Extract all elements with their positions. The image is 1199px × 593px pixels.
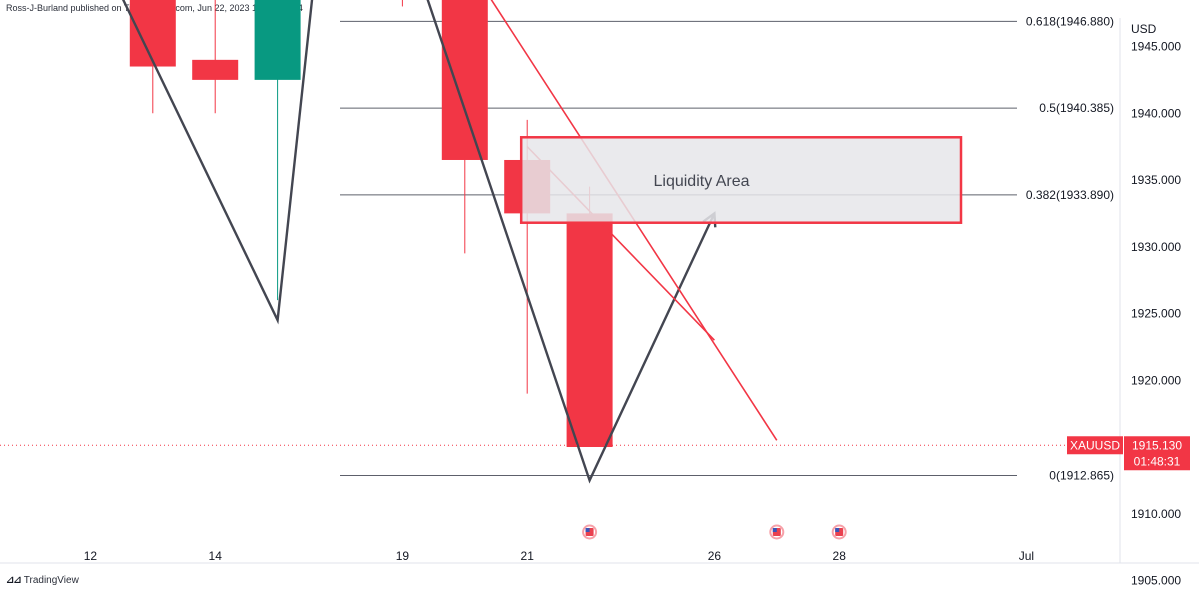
price-tick-label: 1910.000 — [1131, 507, 1181, 521]
fib-level-label: 0.382(1933.890) — [1026, 188, 1114, 202]
bearish-candle — [441, 0, 488, 160]
price-tick-label: 1930.000 — [1131, 240, 1181, 254]
last-price-box — [1124, 436, 1190, 471]
price-tick-label: 1925.000 — [1131, 307, 1181, 321]
price-tick-label: 1940.000 — [1131, 106, 1181, 120]
last-price-value: 1915.130 — [1132, 438, 1182, 452]
drawing-lines — [121, 0, 778, 484]
time-tick-label: 21 — [521, 549, 535, 563]
bearish-candle — [192, 59, 239, 80]
last-price-label: XAUUSD 1915.130 01:48:31 — [0, 436, 1190, 471]
fib-level-label: 0.618(1946.880) — [1026, 14, 1114, 28]
symbol-tag-text: XAUUSD — [1070, 438, 1120, 452]
price-tick-label: 1935.000 — [1131, 173, 1181, 187]
time-tick-label: 26 — [708, 549, 722, 563]
us-flag-canton — [585, 528, 590, 532]
price-tick-label: 1905.000 — [1131, 574, 1181, 588]
footer: ⊿⊿ TradingView — [6, 575, 79, 586]
tradingview-brand: TradingView — [23, 575, 79, 586]
tradingview-logo-icon: ⊿⊿ — [6, 575, 22, 586]
time-tick-label: 19 — [396, 549, 410, 563]
us-flag-canton — [835, 528, 840, 532]
us-flag-canton — [772, 528, 777, 532]
time-tick-label: 28 — [833, 549, 847, 563]
zigzag-line — [121, 0, 716, 484]
liquidity-area-rect — [519, 136, 963, 224]
liquidity-area-box: Liquidity Area — [519, 136, 963, 224]
price-tick-label: 1945.000 — [1131, 40, 1181, 54]
symbol-tag — [1067, 436, 1123, 455]
fib-level-label: 0.5(1940.385) — [1039, 101, 1114, 115]
time-tick-label: 12 — [84, 549, 98, 563]
time-axis: 12 14 19 21 26 28 Jul — [84, 549, 1034, 563]
trendline — [490, 0, 778, 441]
currency-label: USD — [1131, 22, 1157, 36]
bar-countdown: 01:48:31 — [1134, 454, 1181, 468]
liquidity-area-label: Liquidity Area — [653, 173, 749, 190]
economic-events — [582, 524, 847, 540]
time-tick-label: 14 — [209, 549, 223, 563]
price-tick-label: 1920.000 — [1131, 373, 1181, 387]
bearish-candle — [566, 213, 613, 447]
chart-grid — [0, 18, 1199, 564]
time-tick-label: Jul — [1019, 549, 1034, 563]
bullish-candle — [254, 0, 301, 80]
bearish-candle — [129, 0, 176, 67]
fib-level-label: 0(1912.865) — [1049, 469, 1114, 483]
price-axis: USD1975.0001970.0001965.0001960.0001955.… — [1131, 22, 1181, 588]
